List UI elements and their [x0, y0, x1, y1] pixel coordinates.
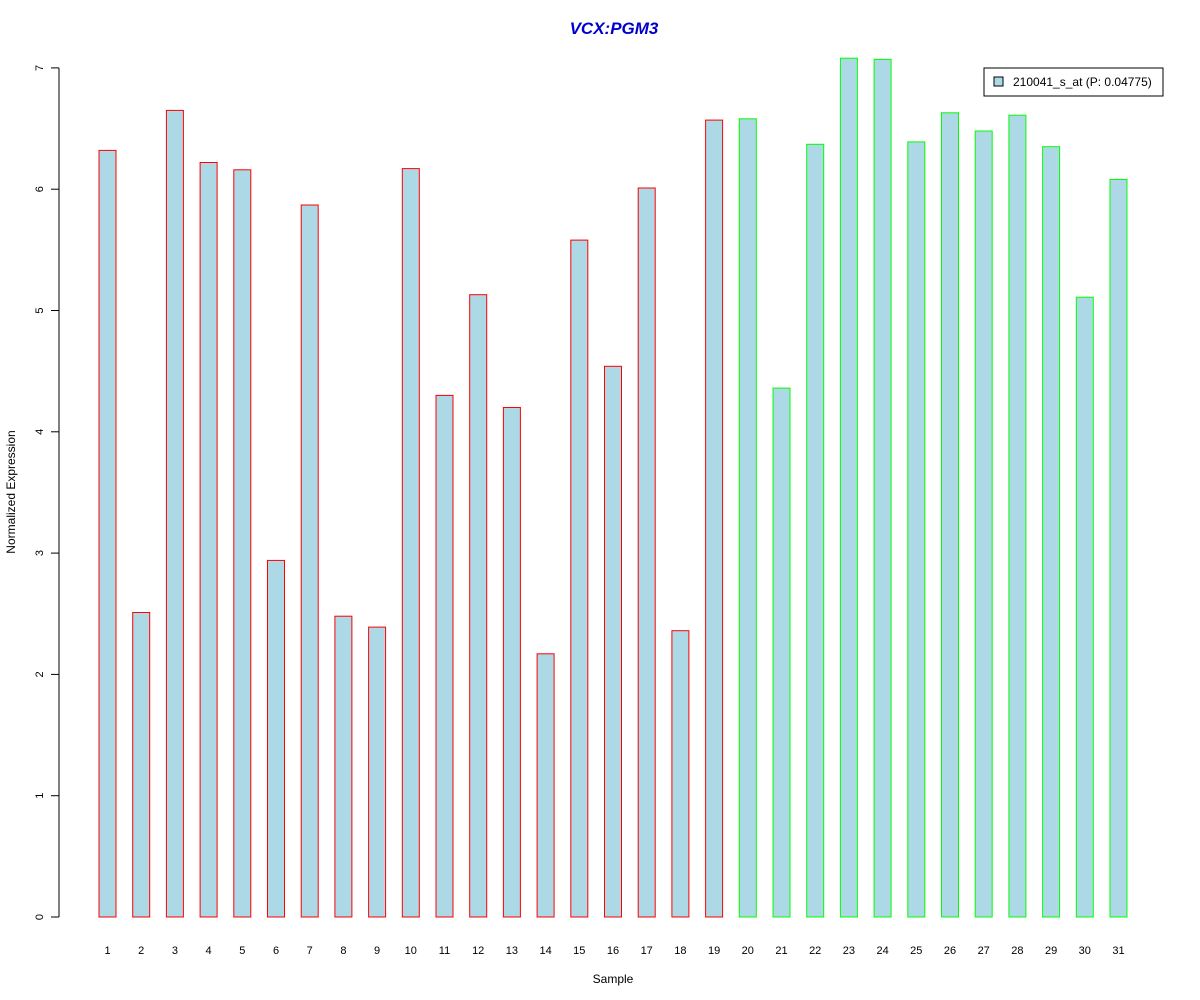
bar-sample-21 — [772, 387, 791, 918]
x-tick-label: 2 — [138, 945, 144, 957]
legend-entry: 210041_s_at (P: 0.04775) — [1013, 75, 1152, 89]
x-tick-label: 22 — [809, 945, 821, 957]
bar-sample-1 — [98, 149, 117, 918]
x-tick-label: 30 — [1079, 945, 1091, 957]
x-tick-label: 21 — [775, 945, 787, 957]
bar-sample-13 — [502, 407, 521, 918]
bar-sample-8 — [334, 615, 353, 918]
x-tick-label: 14 — [539, 945, 551, 957]
x-tick-label: 18 — [674, 945, 686, 957]
x-tick-label: 31 — [1112, 945, 1124, 957]
bar-sample-29 — [1042, 146, 1061, 918]
bar-sample-5 — [233, 169, 252, 918]
bar-sample-18 — [671, 630, 690, 918]
bar-sample-20 — [738, 118, 757, 918]
legend-swatch — [993, 76, 1004, 87]
y-axis: 0 1 2 3 4 5 6 7 — [34, 65, 60, 920]
x-axis-label: Sample — [593, 972, 634, 986]
y-tick-label: 3 — [34, 550, 46, 556]
x-tick-label: 6 — [273, 945, 279, 957]
y-tick-label: 6 — [34, 186, 46, 192]
x-tick-label: 11 — [439, 945, 450, 957]
x-tick-label: 17 — [641, 945, 653, 957]
y-tick-label: 7 — [34, 65, 46, 71]
bar-sample-4 — [199, 162, 218, 918]
x-tick-label: 7 — [307, 945, 313, 957]
x-tick-label: 19 — [708, 945, 720, 957]
y-tick-label: 4 — [34, 429, 46, 435]
bar-sample-28 — [1008, 114, 1027, 918]
bar-sample-17 — [637, 187, 656, 918]
x-tick-label: 12 — [472, 945, 484, 957]
x-tick-label: 24 — [876, 945, 888, 957]
bar-sample-19 — [705, 119, 724, 918]
x-tick-label: 4 — [206, 945, 212, 957]
x-tick-label: 29 — [1045, 945, 1057, 957]
bar-sample-2 — [132, 612, 151, 918]
y-tick-label: 0 — [34, 914, 46, 920]
bar-sample-12 — [469, 294, 488, 918]
x-tick-label: 27 — [978, 945, 990, 957]
legend-box — [983, 67, 1164, 97]
x-tick-label: 26 — [944, 945, 956, 957]
bars — [98, 57, 1128, 918]
bar-sample-24 — [873, 58, 892, 918]
x-tick-label: 28 — [1011, 945, 1023, 957]
bar-sample-26 — [941, 112, 959, 918]
bar-sample-14 — [536, 653, 555, 918]
bar-sample-11 — [435, 394, 454, 918]
x-tick-label: 1 — [104, 945, 110, 957]
y-tick-label: 5 — [34, 307, 46, 313]
bar-sample-16 — [604, 365, 622, 918]
bar-sample-27 — [974, 130, 993, 918]
bar-sample-31 — [1109, 179, 1128, 918]
x-tick-label: 5 — [239, 945, 245, 957]
bar-sample-25 — [907, 141, 926, 918]
x-tick-label: 16 — [607, 945, 619, 957]
chart-title: VCX:PGM3 — [569, 19, 659, 38]
bar-sample-9 — [368, 626, 387, 918]
y-axis-label: Normalized Expression — [4, 430, 18, 553]
x-tick-label: 23 — [843, 945, 855, 957]
y-tick-label: 1 — [34, 793, 46, 799]
legend: 210041_s_at (P: 0.04775) — [983, 67, 1164, 97]
x-tick-label: 20 — [742, 945, 754, 957]
bar-sample-7 — [300, 204, 319, 918]
x-axis-tick-labels: 1 2 3 4 5 6 7 8 9 10 11 12 13 14 15 16 17 18 19 20 21 22 23 24 2… — [104, 945, 1124, 957]
bar-sample-10 — [401, 168, 420, 918]
x-tick-label: 3 — [172, 945, 178, 957]
bar-sample-15 — [570, 239, 589, 918]
bar-sample-23 — [839, 57, 858, 918]
x-tick-label: 15 — [573, 945, 585, 957]
bar-sample-22 — [806, 143, 825, 918]
bar-sample-30 — [1075, 296, 1094, 918]
x-tick-label: 9 — [374, 945, 380, 957]
x-tick-label: 10 — [405, 945, 417, 957]
y-tick-label: 2 — [34, 671, 46, 677]
x-tick-label: 8 — [340, 945, 346, 957]
x-tick-label: 13 — [506, 945, 518, 957]
x-tick-label: 25 — [910, 945, 922, 957]
bar-sample-6 — [267, 559, 285, 918]
bar-sample-3 — [165, 109, 184, 918]
